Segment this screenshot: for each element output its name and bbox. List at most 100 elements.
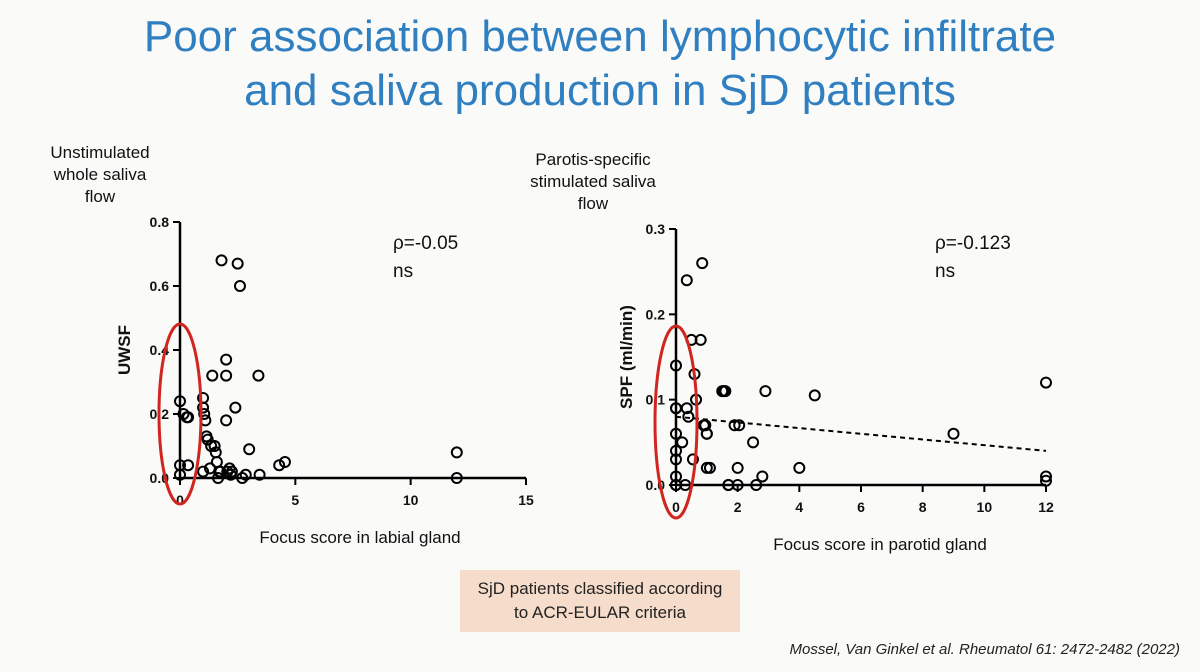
chart-2-data-point (670, 453, 682, 466)
chart-2-data-point (1040, 474, 1052, 487)
chart-2-data-point (679, 479, 692, 491)
chart-2-data-point (670, 427, 682, 440)
chart-2-title-line-3: flow (578, 194, 609, 213)
chart-2-y-tick-label: 0.3 (646, 221, 666, 237)
chart-1-data-point (210, 456, 223, 468)
chart-1-x-tick-label: 10 (403, 492, 419, 508)
chart-2-data-point (1040, 470, 1052, 483)
chart-2-data-point (676, 436, 689, 449)
chart-2-data-point (728, 419, 741, 432)
chart-1-x-tick-label: 15 (518, 492, 534, 508)
chart-1-y-tick-label: 0.6 (150, 278, 170, 294)
chart-2-data-point (733, 419, 746, 432)
chart-1-data-point (215, 254, 228, 267)
chart-2-data-point (696, 257, 709, 270)
chart-2-data-point (682, 410, 695, 423)
chart-2-data-point (947, 427, 960, 440)
chart-1-data-point (225, 465, 238, 478)
chart-1-data-point (223, 462, 236, 475)
chart-1-title-line-2: whole saliva (53, 165, 147, 184)
chart-1-data-point (182, 459, 195, 472)
chart-2-data-point (700, 427, 713, 440)
chart-2-data-point (759, 385, 772, 398)
chart-1-data-point (174, 395, 186, 408)
chart-2-annotation-line-1: ρ=-0.123 (935, 233, 1011, 254)
chart-1-data-point (239, 468, 252, 481)
chart-1-data-point (450, 472, 463, 484)
chart-1-data-point (174, 468, 186, 481)
chart-2-data-point (719, 385, 732, 398)
chart-1-y-tick-label: 0.8 (150, 214, 170, 230)
chart-2-title-line-2: stimulated saliva (530, 172, 656, 191)
chart-2-data-point (680, 402, 693, 415)
chart-1-title-line-3: flow (85, 187, 116, 206)
chart-1-data-point (220, 414, 233, 427)
chart-1-data-point (229, 401, 242, 414)
chart-1-data-point (236, 472, 249, 484)
chart-1-data-point (220, 369, 233, 382)
chart-2-y-tick-label: 0.2 (646, 306, 666, 322)
chart-1-annotation-line-2: ns (393, 261, 413, 282)
citation: Mossel, Van Ginkel et al. Rheumatol 61: … (789, 641, 1180, 658)
chart-1-data-point (206, 369, 219, 382)
chart-1-data-point (252, 369, 265, 382)
chart-2-highlight-ellipse (653, 324, 699, 520)
chart-1-annotation-line-1: ρ=-0.05 (393, 233, 458, 254)
chart-1-data-point (253, 468, 266, 481)
criteria-note-line-2: to ACR-EULAR criteria (514, 603, 686, 622)
chart-2-data-point (731, 479, 744, 491)
chart-2-trend-line (675, 415, 1047, 452)
criteria-note-line-1: SjD patients classified according (477, 579, 723, 598)
chart-2-data-point (670, 470, 682, 483)
chart-1-data-point (450, 446, 463, 459)
chart-1-highlight-ellipse (157, 322, 203, 506)
chart-2-data-point (1040, 376, 1052, 389)
chart-2-x-tick-label: 6 (857, 499, 865, 515)
chart-2-data-point (808, 389, 821, 402)
chart-1-x-axis-label: Focus score in labial gland (259, 528, 460, 547)
chart-2-data-point (686, 453, 699, 466)
chart-2-x-tick-label: 8 (919, 499, 927, 515)
chart-2-y-axis-label: SPF (ml/min) (617, 305, 636, 409)
chart-2-title-line-1: Parotis-specific (535, 150, 651, 169)
chart-1-data-point (212, 472, 225, 484)
chart-2-data-point (750, 479, 763, 491)
chart-1-data-point (197, 465, 210, 478)
chart-1-x-tick-label: 0 (176, 492, 184, 508)
chart-2-data-point (699, 419, 712, 432)
chart-1-data-point (278, 456, 291, 468)
chart-1-y-axis-label: UWSF (115, 325, 134, 375)
chart-1-title-line-1: Unstimulated (50, 143, 149, 162)
chart-1-data-point (220, 353, 233, 366)
chart-1-data-point (197, 401, 210, 414)
chart-1-x-tick-label: 5 (291, 492, 299, 508)
chart-2-x-tick-label: 0 (672, 499, 680, 515)
criteria-note: SjD patients classified according to ACR… (460, 570, 740, 632)
chart-2-annotation-line-2: ns (935, 261, 955, 282)
chart-2-x-tick-label: 4 (795, 499, 803, 515)
chart-2-data-point (670, 359, 682, 372)
chart-1-data-point (273, 459, 286, 472)
chart-1-data-point (201, 433, 214, 446)
chart-1-data-point (221, 465, 234, 478)
chart-1-data-point (182, 411, 195, 424)
slide-title-line-1: Poor association between lymphocytic inf… (143, 12, 1057, 61)
chart-1-data-point (231, 257, 244, 270)
chart-2-data-point (670, 444, 682, 457)
slide-title-line-2: and saliva production in SjD patients (244, 66, 956, 115)
chart-2-data-point (731, 461, 744, 474)
chart-2-data-point (793, 461, 806, 474)
chart-2-data-point (680, 274, 693, 287)
chart-2-x-tick-label: 12 (1038, 499, 1054, 515)
chart-2-data-point (703, 461, 716, 474)
slide-title: Poor association between lymphocytic inf… (0, 10, 1200, 118)
chart-1-data-point (208, 440, 221, 452)
chart-2-data-point (694, 333, 707, 346)
chart-2-x-tick-label: 10 (977, 499, 993, 515)
chart-1-data-point (233, 280, 246, 292)
chart-1-data-point (198, 408, 211, 420)
chart-2-x-tick-label: 2 (734, 499, 742, 515)
chart-2-data-point (747, 436, 760, 449)
chart-1-data-point (243, 443, 256, 456)
